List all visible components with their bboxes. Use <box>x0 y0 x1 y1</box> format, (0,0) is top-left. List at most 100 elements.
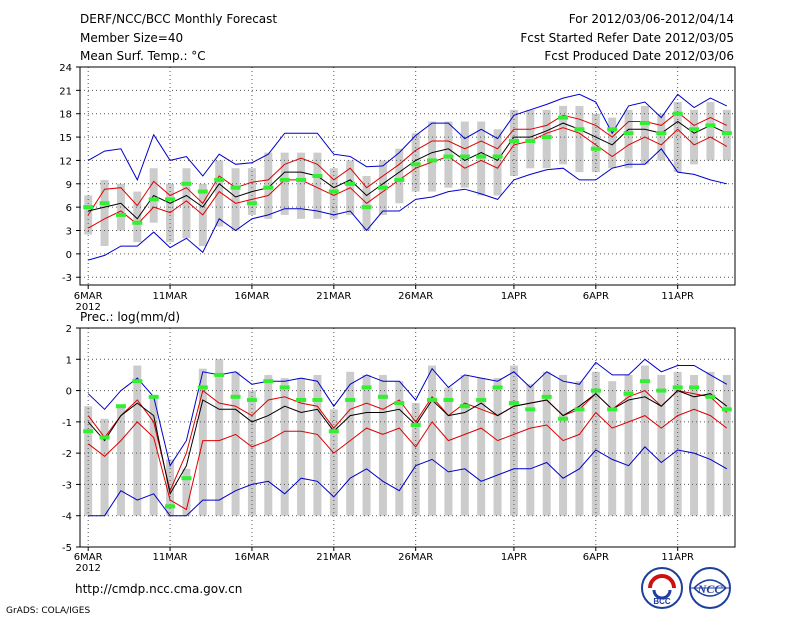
y-tick-label: 18 <box>59 110 72 121</box>
forecast-marker <box>508 138 519 143</box>
spread-bar <box>624 109 633 169</box>
member-size: Member Size=40 <box>80 31 184 45</box>
x-tick-label: 6MAR <box>74 291 103 302</box>
spread-bar <box>493 129 502 196</box>
forecast-marker <box>672 385 683 390</box>
y-tick-label: -3 <box>62 273 72 284</box>
spread-bar <box>428 121 437 192</box>
spread-bar <box>542 371 551 516</box>
spread-bar <box>608 117 617 169</box>
spread-bar <box>378 374 387 516</box>
spread-bar <box>690 109 699 165</box>
spread-bar <box>182 468 191 516</box>
x-year-label: 2012 <box>75 563 100 574</box>
x-tick-label: 11APR <box>661 291 694 302</box>
forecast-marker <box>214 372 225 377</box>
forecast-marker <box>279 385 290 390</box>
y-tick-label: 21 <box>59 86 72 97</box>
y-tick-label: 0 <box>66 387 72 398</box>
forecast-marker <box>394 401 405 406</box>
spread-bar <box>166 459 175 516</box>
forecast-marker <box>132 379 143 384</box>
forecast-marker <box>459 404 470 409</box>
forecast-marker <box>672 111 683 116</box>
forecast-marker <box>492 154 503 159</box>
forecast-marker <box>99 435 110 440</box>
spread-bar <box>182 168 191 239</box>
ncc-logo-text: NCC <box>697 582 724 596</box>
spread-bar <box>133 365 142 516</box>
spread-bar <box>591 371 600 516</box>
series-line-mean <box>87 390 728 496</box>
forecast-marker <box>263 185 274 190</box>
forecast-marker <box>83 429 94 434</box>
x-tick-label: 6APR <box>583 291 609 302</box>
spread-bar <box>215 359 224 516</box>
forecast-marker <box>345 181 356 186</box>
forecast-marker <box>558 416 569 421</box>
forecast-marker <box>656 388 667 393</box>
forecast-marker <box>574 407 585 412</box>
y-tick-label: 15 <box>59 133 72 144</box>
source-url[interactable]: http://cmdp.ncc.cma.gov.cn <box>75 582 243 596</box>
x-tick-label: 6APR <box>583 552 609 563</box>
x-year-label: 2012 <box>75 302 100 313</box>
spread-bar <box>559 105 568 165</box>
forecast-marker <box>148 394 159 399</box>
forecast-marker <box>181 476 192 481</box>
forecast-marker <box>83 205 94 210</box>
forecast-marker <box>165 197 176 202</box>
forecast-marker <box>427 397 438 402</box>
series-line-max <box>87 93 728 182</box>
forecast-marker <box>377 185 388 190</box>
x-tick-label: 11APR <box>661 552 694 563</box>
spread-bar <box>231 168 240 231</box>
forecast-marker <box>246 397 257 402</box>
spread-bar <box>722 374 731 516</box>
y-tick-label: -4 <box>62 512 72 523</box>
forecast-marker <box>721 407 732 412</box>
spread-bar <box>575 381 584 516</box>
forecast-marker <box>639 121 650 126</box>
forecast-marker <box>459 154 470 159</box>
spread-bar <box>362 374 371 516</box>
spread-bar <box>477 378 486 516</box>
forecast-marker <box>148 197 159 202</box>
forecast-marker <box>558 115 569 120</box>
spread-bar <box>313 152 322 219</box>
forecast-marker <box>115 404 126 409</box>
forecast-marker <box>623 391 634 396</box>
x-tick-label: 26MAR <box>398 552 433 563</box>
forecast-marker <box>476 154 487 159</box>
bcc-logo-text: BCC <box>653 597 671 606</box>
series-line-upper <box>87 111 728 216</box>
forecast-marker <box>230 394 241 399</box>
spread-bar <box>411 403 420 516</box>
spread-bar <box>100 418 109 516</box>
forecast-marker <box>443 397 454 402</box>
series-line-lower <box>87 408 728 511</box>
spread-bar <box>280 378 289 516</box>
y-tick-label: -2 <box>62 449 72 460</box>
spread-bar <box>526 384 535 516</box>
forecast-marker <box>705 394 716 399</box>
y-tick-label: -1 <box>62 418 72 429</box>
forecast-marker <box>312 174 323 178</box>
spread-bar <box>640 365 649 516</box>
spread-bar <box>657 113 666 161</box>
y-tick-label: 24 <box>59 63 72 74</box>
forecast-marker <box>410 162 421 167</box>
ncc-logo: NCC <box>689 567 731 609</box>
forecast-marker <box>541 394 552 399</box>
forecast-marker <box>230 185 241 190</box>
forecast-marker <box>345 397 356 402</box>
panel-title: Prec.: log(mm/d) <box>80 310 180 324</box>
spread-bar <box>313 374 322 516</box>
forecast-marker <box>361 385 372 390</box>
forecast-marker <box>263 379 274 384</box>
forecast-marker <box>132 220 143 225</box>
spread-bar <box>624 374 633 516</box>
plot-frame <box>79 66 736 286</box>
